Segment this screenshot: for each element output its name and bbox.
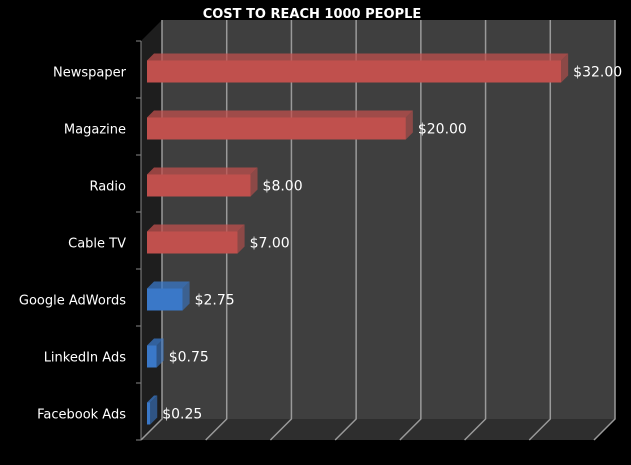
category-label: Cable TV	[68, 237, 126, 252]
x-gridline	[464, 20, 487, 441]
bar	[147, 281, 190, 311]
x-gridline	[269, 20, 293, 441]
bar-top	[147, 281, 190, 289]
bar-front	[147, 60, 562, 83]
bar-top	[147, 167, 258, 175]
x-gridline	[140, 20, 163, 441]
bar-end	[156, 338, 164, 368]
bar	[147, 53, 569, 83]
chart-title: COST TO REACH 1000 PEOPLE	[203, 7, 422, 22]
data-label: $32.00	[573, 65, 622, 81]
data-label: $2.75	[195, 293, 235, 309]
x-gridline	[399, 20, 422, 441]
x-gridline	[205, 20, 228, 441]
bar-end	[250, 167, 258, 197]
category-label: Facebook Ads	[37, 408, 126, 423]
bar-end	[182, 281, 190, 311]
bar-front	[147, 288, 183, 311]
bar	[147, 338, 164, 368]
category-label: Radio	[89, 180, 126, 195]
data-label: $7.00	[250, 236, 290, 252]
bar-end	[150, 395, 158, 425]
category-label: Newspaper	[53, 66, 127, 81]
bar-front	[147, 345, 157, 368]
data-label: $0.25	[162, 407, 202, 423]
bar-top	[147, 224, 245, 232]
bar-top	[147, 110, 413, 118]
bar	[147, 110, 413, 140]
data-label: $0.75	[169, 350, 209, 366]
bar-top	[147, 53, 569, 61]
bar-end	[561, 53, 569, 83]
x-gridline	[334, 20, 357, 441]
plot-floor	[141, 419, 615, 440]
bar-top	[147, 395, 158, 403]
plot-back-wall	[162, 20, 615, 419]
bar-front	[147, 231, 238, 254]
category-label: LinkedIn Ads	[44, 351, 127, 366]
bar-front	[147, 402, 151, 425]
bar	[147, 395, 158, 425]
bar-end	[405, 110, 413, 140]
category-label: Google AdWords	[19, 294, 126, 309]
bar-front	[147, 117, 406, 140]
x-gridline	[593, 20, 616, 441]
bar-top	[147, 338, 164, 346]
category-label: Magazine	[64, 123, 126, 138]
bar-front	[147, 174, 251, 197]
data-label: $8.00	[263, 179, 303, 195]
bar	[147, 167, 258, 197]
bar-end	[237, 224, 245, 254]
data-label: $20.00	[418, 122, 467, 138]
x-gridline	[528, 20, 552, 441]
bar	[147, 224, 245, 254]
